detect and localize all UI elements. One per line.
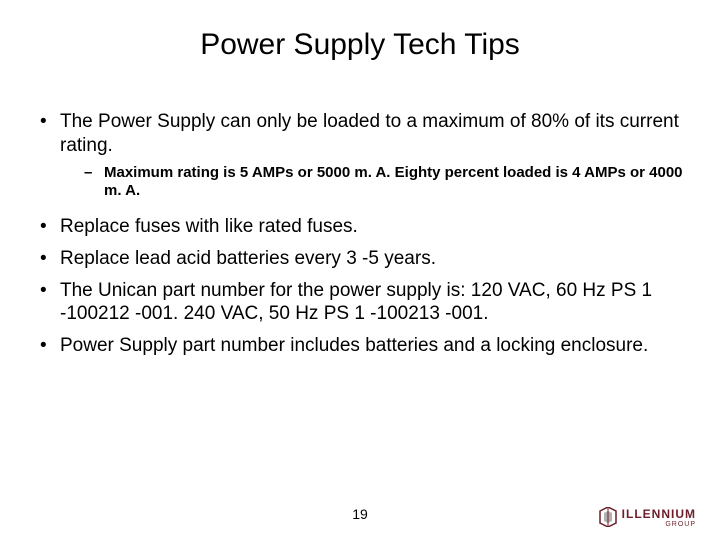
bullet-text: Replace fuses with like rated fuses. <box>60 216 358 237</box>
logo-text: ILLENNIUM <box>622 507 696 521</box>
slide-body: The Power Supply can only be loaded to a… <box>36 110 684 358</box>
bullet-item: The Power Supply can only be loaded to a… <box>36 110 684 201</box>
slide: Power Supply Tech Tips The Power Supply … <box>0 0 720 540</box>
bullet-item: Replace lead acid batteries every 3 -5 y… <box>36 247 684 271</box>
logo-mark-icon <box>598 507 618 527</box>
slide-title: Power Supply Tech Tips <box>36 28 684 62</box>
logo-text-wrap: ILLENNIUM GROUP <box>622 505 696 528</box>
bullet-list: The Power Supply can only be loaded to a… <box>36 110 684 358</box>
bullet-text: Replace lead acid batteries every 3 -5 y… <box>60 248 436 269</box>
sub-bullet-text: Maximum rating is 5 AMPs or 5000 m. A. E… <box>104 164 683 200</box>
bullet-item: Replace fuses with like rated fuses. <box>36 215 684 239</box>
sub-bullet-item: Maximum rating is 5 AMPs or 5000 m. A. E… <box>84 164 684 202</box>
bullet-text: Power Supply part number includes batter… <box>60 335 648 356</box>
logo: ILLENNIUM GROUP <box>598 505 696 528</box>
sub-bullet-list: Maximum rating is 5 AMPs or 5000 m. A. E… <box>60 164 684 202</box>
bullet-item: The Unican part number for the power sup… <box>36 279 684 327</box>
bullet-text: The Power Supply can only be loaded to a… <box>60 111 679 156</box>
bullet-text: The Unican part number for the power sup… <box>60 280 652 325</box>
logo-subtext: GROUP <box>622 521 696 528</box>
bullet-item: Power Supply part number includes batter… <box>36 334 684 358</box>
